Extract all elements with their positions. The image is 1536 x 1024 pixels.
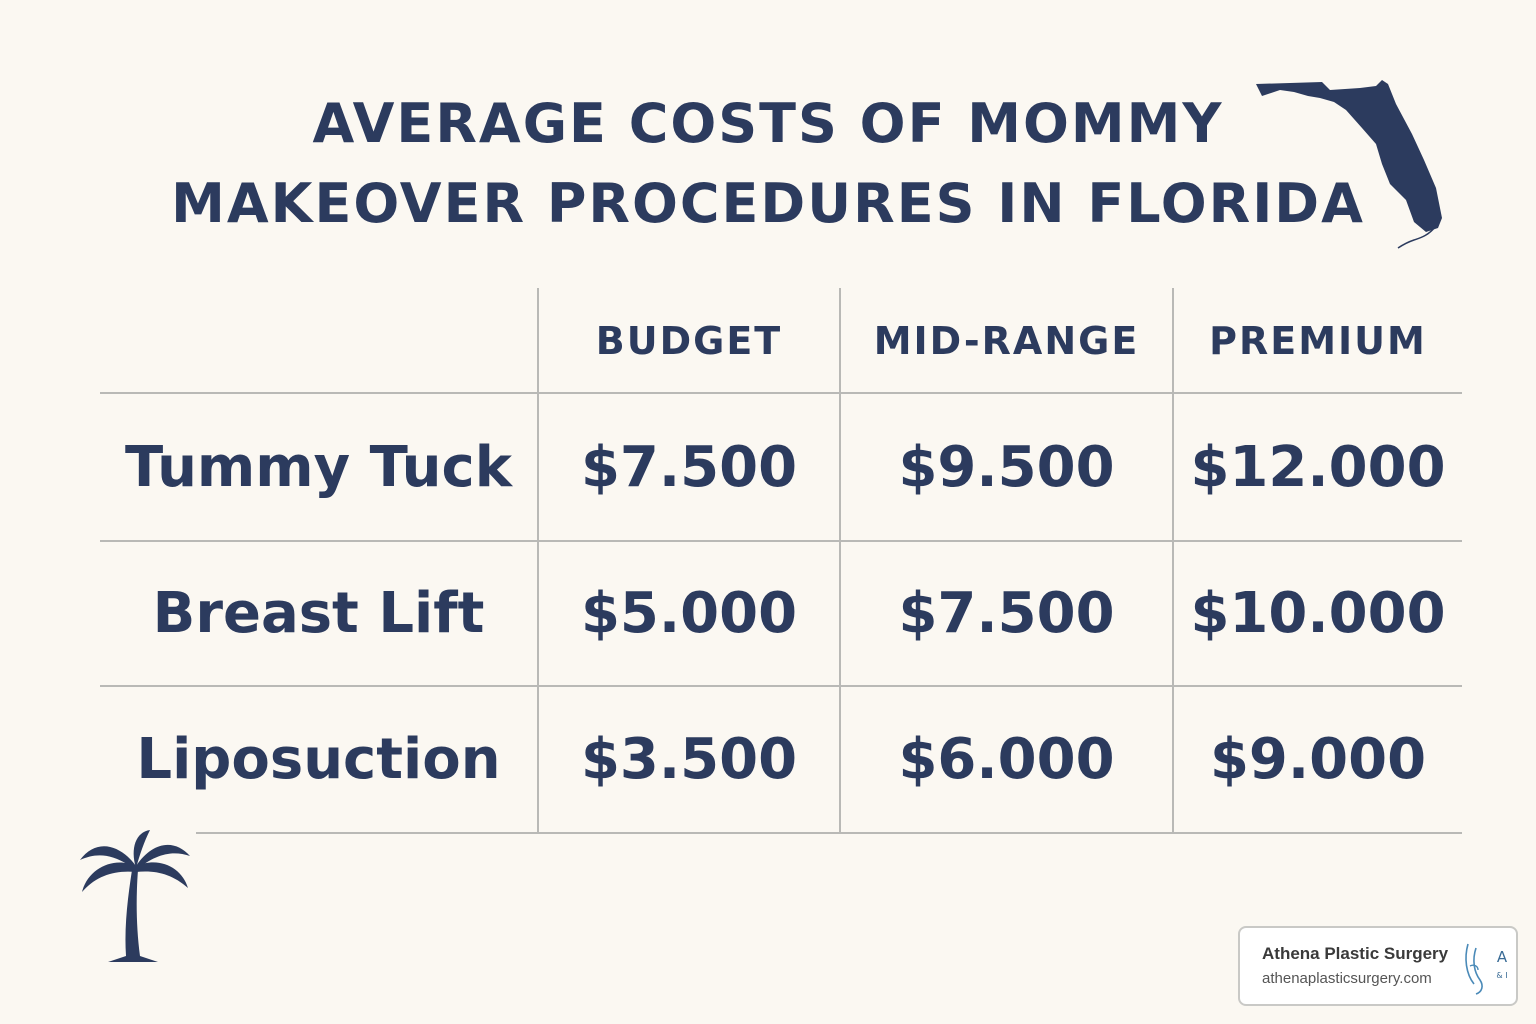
price-tummy-tuck-premium: $12.000 — [1190, 434, 1446, 500]
table-divider-h-1 — [100, 392, 1462, 394]
price-breast-lift-premium: $10.000 — [1190, 581, 1446, 646]
price-tummy-tuck-mid-range: $9.500 — [898, 434, 1115, 500]
athena-logo-icon: A & I — [1465, 943, 1508, 995]
column-header-budget: BUDGET — [595, 319, 783, 363]
logo-mark: A — [1497, 948, 1508, 966]
price-liposuction-budget: $3.500 — [580, 727, 798, 792]
table-divider-v-1 — [537, 288, 539, 834]
table-divider-h-2 — [100, 540, 1462, 542]
brand-name: Athena Plastic Surgery — [1262, 944, 1449, 963]
page-title-line-2: MAKEOVER PROCEDURES IN FLORIDA — [171, 172, 1365, 235]
palm-tree-icon — [80, 830, 190, 962]
row-label-tummy-tuck: Tummy Tuck — [125, 434, 512, 500]
logo-sub: & I — [1496, 971, 1507, 980]
brand-url[interactable]: athenaplasticsurgery.com — [1262, 970, 1432, 987]
price-tummy-tuck-budget: $7.500 — [580, 434, 798, 500]
column-header-premium: PREMIUM — [1209, 319, 1427, 363]
table-divider-v-3 — [1172, 288, 1174, 834]
page-title-line-1: AVERAGE COSTS OF MOMMY — [312, 92, 1224, 155]
price-liposuction-mid-range: $6.000 — [898, 727, 1115, 792]
florida-map-icon — [1256, 80, 1442, 249]
table-divider-v-2 — [839, 288, 841, 834]
column-header-mid-range: MID-RANGE — [873, 319, 1140, 363]
price-breast-lift-mid-range: $7.500 — [898, 581, 1115, 646]
row-label-liposuction: Liposuction — [136, 727, 501, 792]
table-divider-h-4 — [196, 832, 1462, 834]
price-liposuction-premium: $9.000 — [1209, 727, 1427, 792]
brand-badge[interactable]: Athena Plastic Surgery athenaplasticsurg… — [1238, 926, 1518, 1006]
row-label-breast-lift: Breast Lift — [152, 581, 485, 646]
table-divider-h-3 — [100, 685, 1462, 687]
price-breast-lift-budget: $5.000 — [580, 581, 798, 646]
